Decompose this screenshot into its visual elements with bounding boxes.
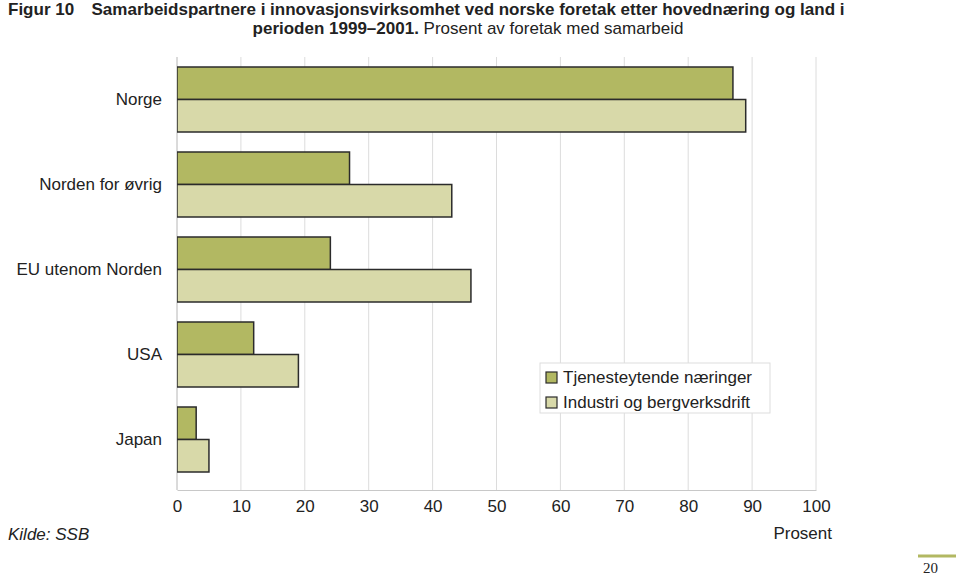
- page-rule: [918, 555, 956, 558]
- x-tick: 20: [296, 490, 315, 516]
- x-tick: 50: [488, 490, 507, 516]
- title: perioden 1999–2001.: [253, 19, 424, 38]
- tick-label: 100: [802, 497, 830, 516]
- series: [177, 100, 746, 473]
- x-tick: 0: [173, 490, 182, 516]
- legend: Tjenesteytende næringer Industri og bergv…: [540, 363, 770, 413]
- legend-label: Tjenesteytende næringer: [563, 368, 752, 387]
- x-tick: 100: [802, 490, 830, 516]
- bar: [177, 237, 330, 270]
- x-axis-title: Prosent: [773, 524, 832, 543]
- tick-label: 20: [296, 497, 315, 516]
- tick-label: 10: [232, 497, 251, 516]
- bar: [177, 322, 254, 355]
- grid: [177, 57, 816, 490]
- legend-entry: Industri og bergverksdrift: [546, 393, 750, 412]
- tick-label: 80: [679, 497, 698, 516]
- x-tick: 10: [232, 490, 251, 516]
- x-axis-line: [178, 490, 817, 491]
- figure-number: Figur 10: [8, 0, 74, 19]
- legend-box: [540, 363, 770, 413]
- tick-label: 60: [551, 497, 570, 516]
- tick-label: 40: [424, 497, 443, 516]
- page-number: 20: [923, 560, 938, 576]
- category-label: Japan: [116, 430, 162, 449]
- grid-line: [752, 57, 753, 490]
- source: Kilde: SSB: [8, 525, 89, 544]
- legend-entry: Tjenesteytende næringer: [546, 368, 752, 387]
- bar: [177, 100, 746, 133]
- x-axis: 0 10 20 30 40 50 60 70 80 90 100: [173, 490, 831, 516]
- y-tick: Norge: [116, 90, 177, 109]
- y-tick: USA: [127, 345, 177, 364]
- subtitle: Prosent av foretak med samarbeid: [424, 19, 684, 38]
- x-tick: 60: [551, 490, 570, 516]
- tick-label: 30: [360, 497, 379, 516]
- y-tick: Norden for øvrig: [39, 175, 177, 194]
- tick-label: 0: [173, 497, 182, 516]
- y-axis: Norge Norden for øvrig EU utenom Norden USA…: [16, 68, 177, 473]
- legend-swatch: [546, 397, 557, 408]
- y-tick: Japan: [116, 430, 177, 449]
- tick-label: 70: [615, 497, 634, 516]
- x-tick: 40: [424, 490, 443, 516]
- bar: [177, 440, 209, 473]
- x-tick: 90: [743, 490, 762, 516]
- x-tick: 70: [615, 490, 634, 516]
- y-tick: EU utenom Norden: [16, 260, 177, 279]
- legend-label: Industri og bergverksdrift: [563, 393, 750, 412]
- bar: [177, 407, 196, 440]
- title-line-2: perioden 1999–2001. Prosent av foretak m…: [253, 19, 684, 38]
- category-label: USA: [127, 345, 163, 364]
- x-tick: 30: [360, 490, 379, 516]
- bar: [177, 152, 350, 185]
- legend-swatch: [546, 372, 557, 383]
- title: Samarbeidspartnere i innovasjonsvirksomh…: [92, 0, 845, 19]
- category-label: Norden for øvrig: [39, 175, 162, 194]
- bar: [177, 185, 452, 218]
- category-label: Norge: [116, 90, 162, 109]
- category-label: EU utenom Norden: [16, 260, 162, 279]
- tick-label: 90: [743, 497, 762, 516]
- tick-label: 50: [488, 497, 507, 516]
- grid-line: [816, 57, 817, 490]
- x-tick: 80: [679, 490, 698, 516]
- bar: [177, 270, 471, 303]
- bar: [177, 355, 298, 388]
- bar: [177, 67, 733, 100]
